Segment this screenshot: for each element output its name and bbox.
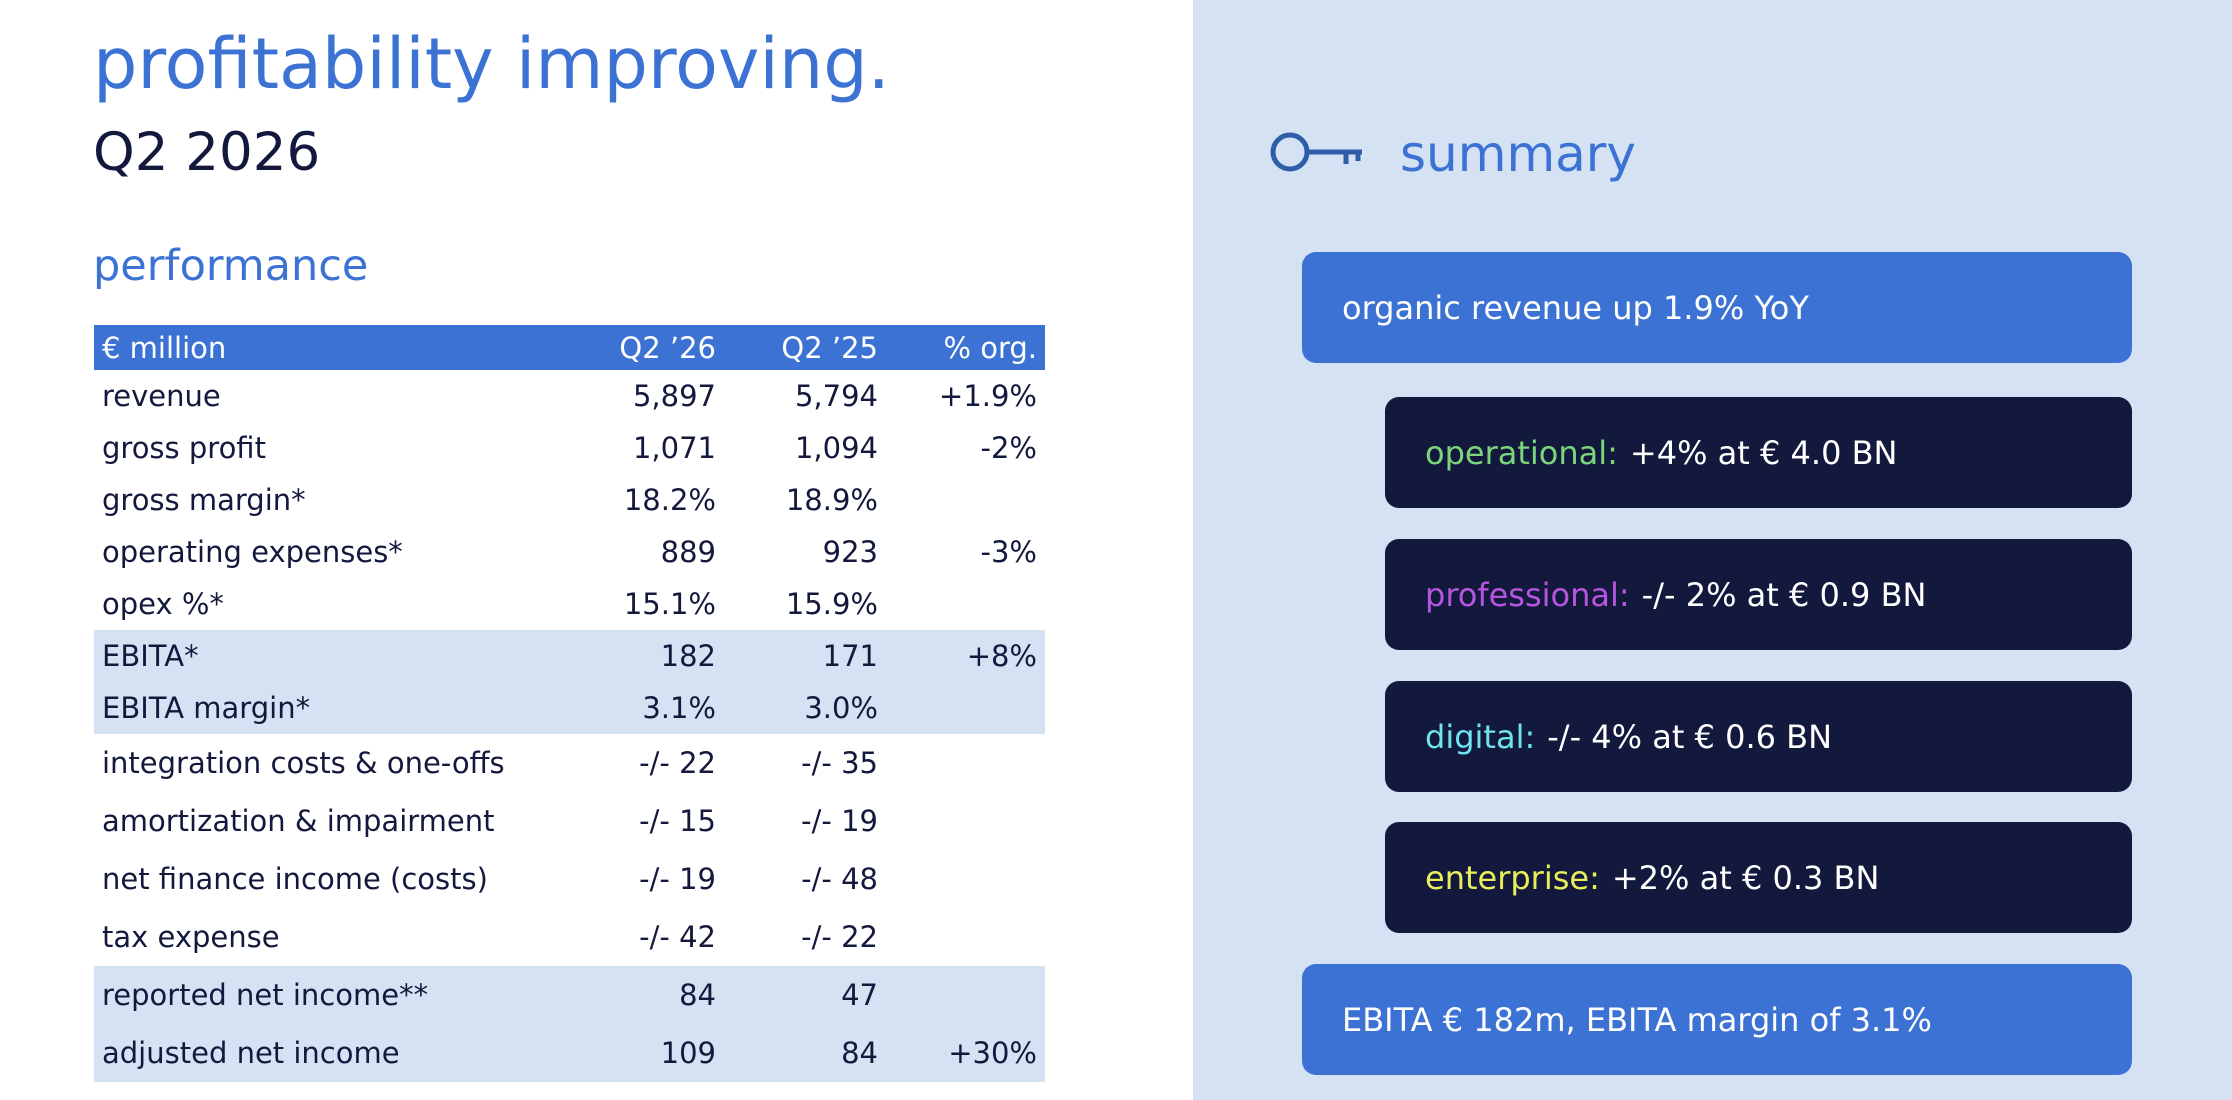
row-label: tax expense — [102, 920, 280, 954]
column-header-unit: € million — [94, 325, 564, 370]
segment-label: enterprise: — [1425, 858, 1600, 897]
cell-q2-26: 182 — [564, 630, 724, 682]
segment-box-digital: digital: -/- 4% at € 0.6 BN — [1385, 681, 2132, 792]
table-row: revenue 5,897 5,794 +1.9% — [94, 370, 1045, 422]
segment-text: -/- 2% at € 0.9 BN — [1641, 575, 1927, 614]
cell-organic-pct — [886, 474, 1045, 526]
cell-organic-pct — [886, 966, 1045, 1024]
cell-q2-26: 15.1% — [623, 587, 716, 621]
cell-organic-pct — [886, 682, 1045, 734]
table-row: gross margin* 18.2% 18.9% — [94, 474, 1045, 526]
cell-q2-25: 171 — [724, 630, 886, 682]
table-row-highlighted: EBITA* 182 171 +8% — [94, 630, 1045, 682]
cell-q2-25: -/- 48 — [801, 862, 878, 896]
cell-q2-26: 5,897 — [632, 379, 716, 413]
column-header-q2-26: Q2 ’26 — [564, 325, 724, 370]
cell-q2-26: 84 — [564, 966, 724, 1024]
segment-box-professional: professional: -/- 2% at € 0.9 BN — [1385, 539, 2132, 650]
segment-text: -/- 4% at € 0.6 BN — [1547, 717, 1833, 756]
segment-box-enterprise: enterprise: +2% at € 0.3 BN — [1385, 822, 2132, 933]
summary-title: summary — [1400, 125, 1636, 183]
key-icon — [1270, 132, 1362, 172]
cell-organic-pct — [886, 734, 1045, 792]
cell-organic-pct: +8% — [886, 630, 1045, 682]
cell-q2-25: 18.9% — [785, 483, 878, 517]
table-row: integration costs & one-offs -/- 22 -/- … — [94, 734, 1045, 792]
cell-organic-pct — [886, 908, 1045, 966]
cell-q2-26: 889 — [660, 535, 716, 569]
table-row: opex %* 15.1% 15.9% — [94, 578, 1045, 630]
row-label: reported net income** — [94, 966, 564, 1024]
cell-q2-26: -/- 15 — [639, 804, 716, 838]
cell-q2-25: 3.0% — [724, 682, 886, 734]
column-header-q2-25: Q2 ’25 — [724, 325, 886, 370]
segment-label: digital: — [1425, 717, 1536, 756]
row-label: amortization & impairment — [102, 804, 495, 838]
segment-label: operational: — [1425, 433, 1618, 472]
table-row: gross profit 1,071 1,094 -2% — [94, 422, 1045, 474]
summary-top-text: organic revenue up 1.9% YoY — [1342, 288, 1809, 327]
cell-organic-pct — [886, 850, 1045, 908]
table-header-row: € million Q2 ’26 Q2 ’25 % org. — [94, 325, 1045, 370]
cell-q2-25: -/- 35 — [801, 746, 878, 780]
row-label: operating expenses* — [102, 535, 403, 569]
summary-bottom-box: EBITA € 182m, EBITA margin of 3.1% — [1302, 964, 2132, 1075]
cell-q2-26: 18.2% — [623, 483, 716, 517]
table-row-highlighted: reported net income** 84 47 — [94, 966, 1045, 1024]
table-row: operating expenses* 889 923 -3% — [94, 526, 1045, 578]
cell-q2-25: 923 — [822, 535, 878, 569]
cell-organic-pct: +1.9% — [939, 379, 1037, 413]
cell-q2-25: 84 — [724, 1024, 886, 1082]
table-row: amortization & impairment -/- 15 -/- 19 — [94, 792, 1045, 850]
cell-organic-pct — [886, 792, 1045, 850]
segment-text: +2% at € 0.3 BN — [1611, 858, 1880, 897]
cell-q2-25: 1,094 — [794, 431, 878, 465]
table-row: net finance income (costs) -/- 19 -/- 48 — [94, 850, 1045, 908]
cell-q2-26: 109 — [564, 1024, 724, 1082]
performance-panel — [0, 0, 1193, 1100]
cell-q2-25: 5,794 — [794, 379, 878, 413]
segment-text: +4% at € 4.0 BN — [1629, 433, 1898, 472]
cell-organic-pct — [886, 578, 1045, 630]
row-label: EBITA* — [94, 630, 564, 682]
headline: profitability improving. — [93, 23, 890, 105]
row-label: gross margin* — [102, 483, 306, 517]
table-row-highlighted: EBITA margin* 3.1% 3.0% — [94, 682, 1045, 734]
cell-q2-25: -/- 22 — [801, 920, 878, 954]
period-title: Q2 2026 — [93, 122, 321, 183]
performance-table: € million Q2 ’26 Q2 ’25 % org. revenue 5… — [94, 325, 1045, 1082]
cell-organic-pct: +30% — [886, 1024, 1045, 1082]
cell-q2-26: -/- 19 — [639, 862, 716, 896]
performance-title: performance — [93, 241, 369, 291]
row-label: net finance income (costs) — [102, 862, 488, 896]
cell-q2-26: 1,071 — [632, 431, 716, 465]
row-label: opex %* — [102, 587, 224, 621]
summary-top-box: organic revenue up 1.9% YoY — [1302, 252, 2132, 363]
cell-q2-26: -/- 42 — [639, 920, 716, 954]
row-label: revenue — [102, 379, 221, 413]
column-header-organic-pct: % org. — [886, 325, 1045, 370]
summary-bottom-text: EBITA € 182m, EBITA margin of 3.1% — [1342, 1000, 1932, 1039]
cell-organic-pct: -3% — [980, 535, 1037, 569]
row-label: adjusted net income — [94, 1024, 564, 1082]
cell-q2-25: -/- 19 — [801, 804, 878, 838]
table-row-highlighted: adjusted net income 109 84 +30% — [94, 1024, 1045, 1082]
segment-box-operational: operational: +4% at € 4.0 BN — [1385, 397, 2132, 508]
cell-q2-26: 3.1% — [564, 682, 724, 734]
row-label: gross profit — [102, 431, 266, 465]
segment-label: professional: — [1425, 575, 1630, 614]
cell-q2-25: 15.9% — [785, 587, 878, 621]
table-row: tax expense -/- 42 -/- 22 — [94, 908, 1045, 966]
cell-q2-26: -/- 22 — [639, 746, 716, 780]
row-label: integration costs & one-offs — [102, 746, 505, 780]
row-label: EBITA margin* — [94, 682, 564, 734]
cell-q2-25: 47 — [724, 966, 886, 1024]
cell-organic-pct: -2% — [980, 431, 1037, 465]
